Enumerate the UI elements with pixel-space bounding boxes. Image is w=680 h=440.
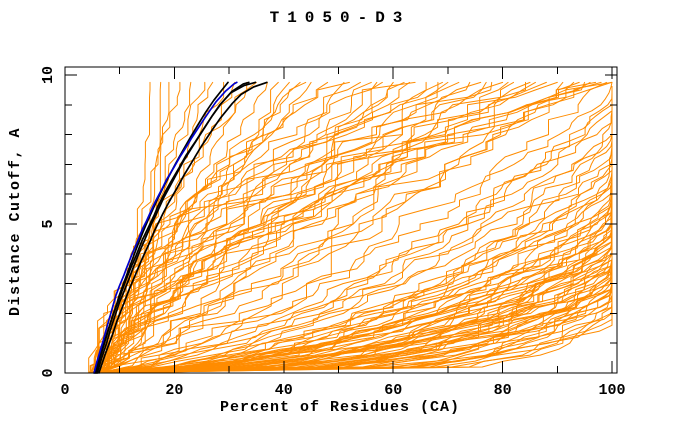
model-curve-orange	[96, 81, 586, 374]
model-curve-orange	[95, 86, 613, 374]
model-curve-orange	[91, 81, 531, 374]
x-tick-label: 20	[165, 382, 183, 399]
x-tick-label: 80	[494, 382, 512, 399]
model-curve-orange	[88, 81, 504, 374]
reference-curve-black	[98, 81, 268, 374]
model-curve-orange	[97, 81, 394, 374]
model-curve-orange	[99, 81, 151, 374]
model-curve-orange	[94, 81, 612, 374]
x-axis-label: Percent of Residues (CA)	[219, 399, 461, 416]
reference-curve-black	[96, 81, 257, 374]
y-axis-label: Distance Cutoff, A	[7, 127, 24, 317]
model-curve-orange	[89, 81, 514, 374]
model-curve-orange	[98, 81, 427, 374]
model-curve-orange	[92, 81, 526, 374]
model-curve-orange	[97, 81, 597, 374]
model-curve-orange	[89, 81, 509, 374]
model-curve-orange	[89, 86, 613, 374]
x-tick-label: 40	[275, 382, 293, 399]
model-curve-orange	[99, 81, 411, 374]
model-curve-orange	[95, 86, 613, 374]
model-curve-orange	[97, 81, 383, 374]
model-curve-orange	[97, 81, 307, 374]
model-curve-orange	[92, 81, 613, 374]
model-curve-orange	[96, 81, 372, 374]
model-curve-orange	[98, 81, 350, 374]
x-tick-label: 0	[60, 382, 69, 399]
highlight-curve-blue	[93, 81, 238, 374]
y-tick-label: 0	[40, 368, 57, 377]
model-curve-orange	[89, 86, 613, 374]
model-curve-orange	[97, 86, 613, 374]
y-tick-label: 5	[40, 219, 57, 228]
x-tick-label: 60	[384, 382, 402, 399]
x-tick-label: 100	[598, 382, 625, 399]
model-curve-orange	[96, 81, 591, 374]
model-curve-orange	[93, 81, 607, 374]
model-curve-orange	[94, 81, 460, 374]
model-curve-orange	[95, 81, 602, 374]
model-curve-orange	[98, 81, 449, 374]
chart-title: T1050-D3	[269, 9, 411, 27]
model-curve-orange	[99, 81, 564, 374]
model-curve-orange	[97, 81, 378, 374]
y-tick-label: 10	[40, 66, 57, 84]
